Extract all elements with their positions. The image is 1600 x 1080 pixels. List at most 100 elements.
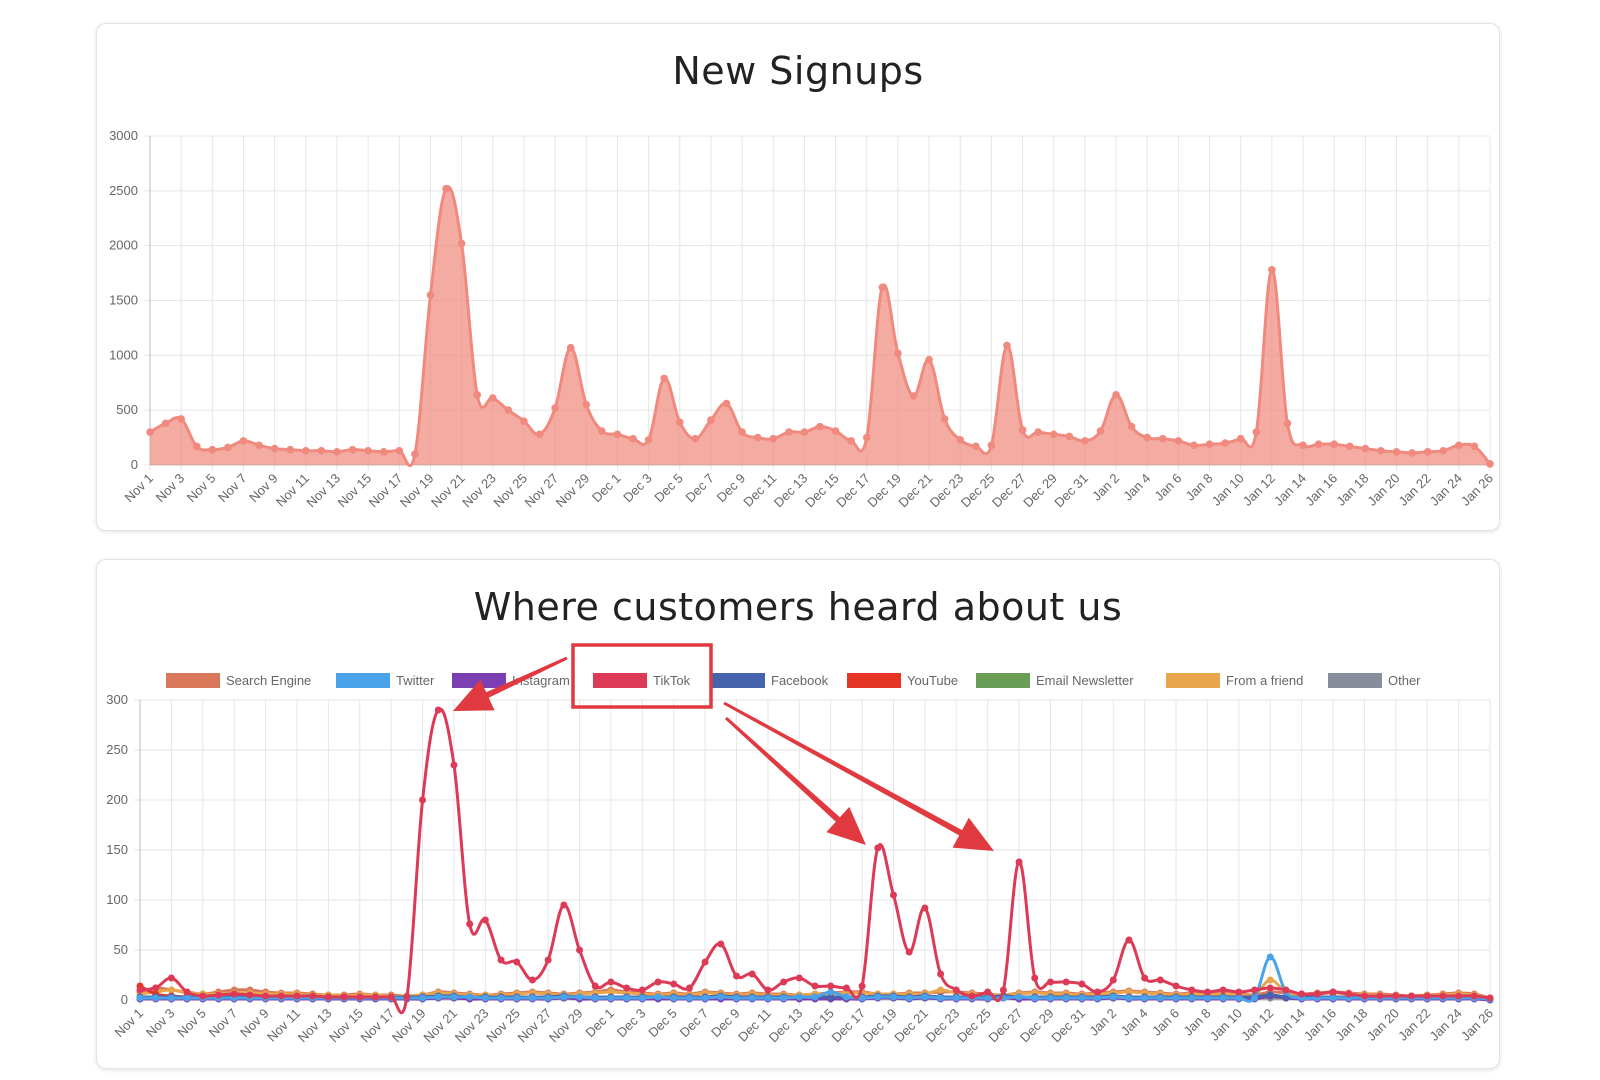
twitter-point xyxy=(1141,994,1149,1002)
twitter-point xyxy=(1046,994,1054,1002)
signups-point xyxy=(192,442,201,451)
legend-item-tiktok: TikTok xyxy=(593,673,691,688)
tiktok-point xyxy=(1172,982,1180,990)
signups-point xyxy=(691,434,700,443)
tiktok-point xyxy=(654,978,662,986)
signups-point xyxy=(1143,433,1152,442)
x-tick-label: Nov 15 xyxy=(326,1006,366,1046)
legend-item-email-newsletter: Email Newsletter xyxy=(976,673,1134,688)
signups-point xyxy=(551,404,559,412)
x-tick-label: Dec 31 xyxy=(1051,471,1091,511)
signups-point xyxy=(800,428,809,436)
signups-point xyxy=(940,415,949,423)
tiktok-point xyxy=(167,974,175,982)
twitter-point xyxy=(1156,994,1164,1002)
signups-point xyxy=(1190,441,1198,450)
tiktok-point xyxy=(152,984,160,992)
tiktok-point xyxy=(293,992,301,1000)
tiktok-point xyxy=(921,904,929,912)
tiktok-point xyxy=(262,992,270,1000)
signups-point xyxy=(613,430,622,439)
legend-item-search-engine: Search Engine xyxy=(166,673,311,688)
signups-point xyxy=(1205,440,1214,448)
signups-point xyxy=(987,441,996,450)
twitter-point xyxy=(497,994,505,1002)
signups-point xyxy=(395,446,404,455)
tiktok-point xyxy=(889,891,897,899)
signups-point xyxy=(675,418,684,427)
tiktok-point xyxy=(277,992,285,1000)
tiktok-point xyxy=(701,958,709,966)
signups-point xyxy=(1112,391,1120,399)
tiktok-point xyxy=(1470,992,1478,1000)
tiktok-point xyxy=(1266,984,1274,992)
twitter-point xyxy=(1094,994,1102,1002)
signups-point xyxy=(707,416,715,424)
twitter-point xyxy=(528,994,536,1002)
x-tick-label: Jan 10 xyxy=(1209,471,1247,509)
twitter-point xyxy=(858,994,866,1002)
legend-swatch xyxy=(976,673,1030,688)
signups-point xyxy=(909,392,918,400)
y-tick-label: 200 xyxy=(106,792,128,807)
tiktok-point xyxy=(1282,986,1290,994)
signups-point xyxy=(878,283,887,292)
tiktok-point xyxy=(858,982,866,990)
tiktok-point xyxy=(623,984,631,992)
tiktok-point xyxy=(842,984,850,992)
signups-point xyxy=(660,374,668,383)
y-tick-label: 1500 xyxy=(109,293,138,308)
tiktok-point xyxy=(136,986,144,994)
signups-point xyxy=(1096,427,1105,435)
signups-point xyxy=(769,434,778,443)
signups-point xyxy=(925,355,933,364)
twitter-point xyxy=(1251,994,1259,1002)
signups-point xyxy=(208,445,217,454)
x-tick-label: Jan 20 xyxy=(1364,1006,1402,1044)
signups-point xyxy=(956,435,965,444)
x-tick-label: Dec 31 xyxy=(1048,1006,1088,1046)
tiktok-point xyxy=(937,970,945,978)
tiktok-point xyxy=(905,948,913,956)
x-tick-label: Nov 27 xyxy=(521,471,561,511)
x-tick-label: Dec 19 xyxy=(864,471,904,511)
tiktok-point xyxy=(984,988,992,996)
tiktok-point xyxy=(419,796,427,804)
tiktok-point xyxy=(685,984,693,992)
y-tick-label: 2000 xyxy=(109,238,138,253)
legend-swatch xyxy=(452,673,506,688)
signups-point xyxy=(520,417,528,425)
legend-label: Other xyxy=(1388,673,1421,688)
x-tick-label: Dec 29 xyxy=(1020,471,1060,511)
y-tick-label: 1000 xyxy=(109,347,138,362)
x-tick-label: Nov 17 xyxy=(366,471,406,511)
signups-point xyxy=(1408,449,1416,457)
x-tick-label: Nov 21 xyxy=(428,471,468,511)
tiktok-point xyxy=(780,978,788,986)
annotation-layer xyxy=(453,643,994,851)
x-tick-label: Nov 23 xyxy=(459,471,499,511)
signups-point xyxy=(816,422,824,431)
x-tick-label: Jan 18 xyxy=(1332,1006,1370,1044)
twitter-point xyxy=(701,994,709,1002)
signups-point xyxy=(317,446,326,455)
signups-point xyxy=(894,349,902,357)
signups-point xyxy=(566,343,575,352)
x-tick-label: Nov 29 xyxy=(553,471,593,511)
legend-label: Search Engine xyxy=(226,673,311,688)
signups-point xyxy=(598,427,606,435)
legend-label: TikTok xyxy=(653,673,691,688)
legend-item-twitter: Twitter xyxy=(336,673,435,688)
twitter-point xyxy=(1109,993,1117,1001)
y-tick-label: 50 xyxy=(114,942,128,957)
signups-point xyxy=(286,445,295,454)
twitter-point xyxy=(450,993,458,1001)
x-tick-label: Nov 23 xyxy=(452,1006,492,1046)
tiktok-point xyxy=(450,761,458,769)
signups-point xyxy=(629,434,637,443)
legend-swatch xyxy=(336,673,390,688)
tiktok-point xyxy=(1298,990,1306,998)
x-tick-label: Jan 26 xyxy=(1458,1006,1496,1044)
signups-point xyxy=(1423,448,1432,456)
tiktok-point xyxy=(371,993,379,1001)
